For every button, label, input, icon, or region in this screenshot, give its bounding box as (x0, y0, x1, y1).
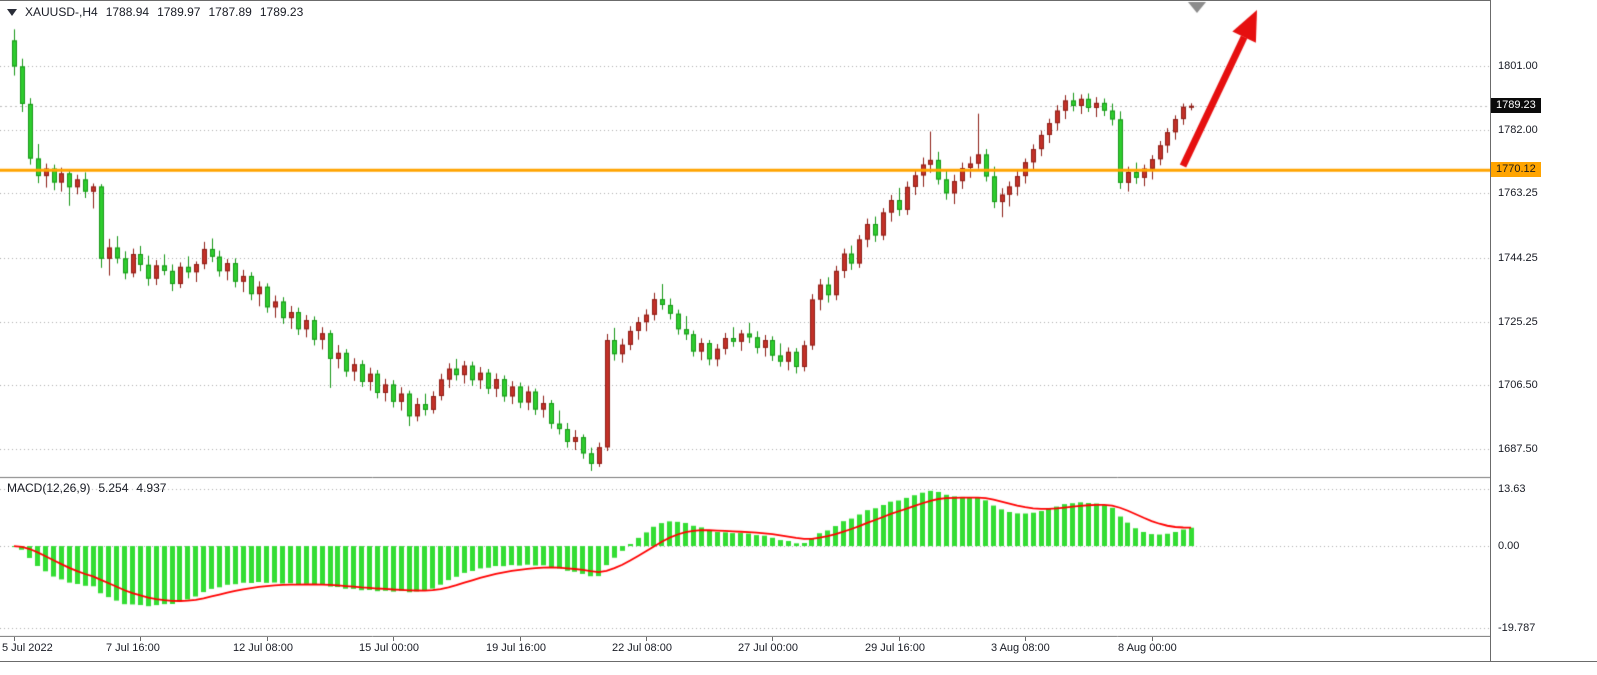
symbol-timeframe-label: XAUUSD-,H4 (25, 5, 98, 19)
time-axis-tick (14, 637, 15, 641)
price-axis-label: 1782.00 (1498, 124, 1538, 137)
time-axis-tick (772, 637, 773, 641)
time-axis-tick (140, 637, 141, 641)
current-price-badge: 1789.23 (1491, 97, 1541, 113)
price-axis-label: 1801.00 (1498, 60, 1538, 73)
price-axis-divider (1490, 0, 1491, 661)
price-axis-label: 1744.25 (1498, 251, 1538, 264)
candlestick-chart-canvas[interactable] (0, 0, 1490, 637)
time-axis-label: 8 Aug 00:00 (1118, 642, 1177, 654)
price-axis-label: 1725.25 (1498, 315, 1538, 328)
macd-main-value: 5.254 (98, 481, 129, 495)
time-axis-tick (1025, 637, 1026, 641)
symbol-dropdown-triangle-icon (7, 8, 17, 16)
macd-axis-label: 13.63 (1498, 483, 1526, 496)
time-axis-label: 15 Jul 00:00 (359, 642, 419, 654)
ohlc-open-value: 1788.94 (105, 5, 150, 19)
ohlc-close-value: 1789.23 (259, 5, 304, 19)
time-axis-label: 22 Jul 08:00 (612, 642, 672, 654)
ohlc-low-value: 1787.89 (208, 5, 252, 19)
chart-symbol-header: XAUUSD-,H4 1788.94 1789.97 1787.89 1789.… (7, 5, 311, 19)
time-axis-tick (267, 637, 268, 641)
time-axis-tick (646, 637, 647, 641)
time-axis-label: 27 Jul 00:00 (738, 642, 798, 654)
macd-axis-label: -19.787 (1498, 622, 1536, 635)
time-axis-tick (520, 637, 521, 641)
price-axis-label: 1687.50 (1498, 442, 1538, 455)
window-top-border (0, 0, 1597, 1)
time-axis-tick (393, 637, 394, 641)
time-axis-label: 19 Jul 16:00 (486, 642, 546, 654)
macd-indicator-label: MACD(12,26,9) 5.254 4.937 (7, 481, 174, 495)
time-axis-tick (899, 637, 900, 641)
time-axis-label: 29 Jul 16:00 (865, 642, 925, 654)
macd-indicator-name: MACD(12,26,9) (7, 481, 91, 495)
price-axis[interactable]: 1789.23 1770.12 1801.00 1782.00 1763.25 174… (1491, 0, 1597, 661)
time-axis-label: 7 Jul 16:00 (106, 642, 160, 654)
price-axis-label: 1763.25 (1498, 187, 1538, 200)
time-axis-tick (1152, 637, 1153, 641)
macd-signal-value: 4.937 (136, 481, 167, 495)
time-axis-label: 12 Jul 08:00 (233, 642, 293, 654)
time-axis-label: 5 Jul 2022 (2, 642, 53, 654)
time-axis[interactable]: 5 Jul 2022 7 Jul 16:00 12 Jul 08:00 15 Jul … (0, 637, 1490, 661)
price-axis-label: 1706.50 (1498, 378, 1538, 391)
macd-axis-label: 0.00 (1498, 540, 1520, 553)
ohlc-high-value: 1789.97 (157, 5, 201, 19)
time-axis-label: 3 Aug 08:00 (991, 642, 1050, 654)
time-axis-bottom-border (0, 661, 1597, 662)
hline-price-badge: 1770.12 (1491, 162, 1541, 178)
